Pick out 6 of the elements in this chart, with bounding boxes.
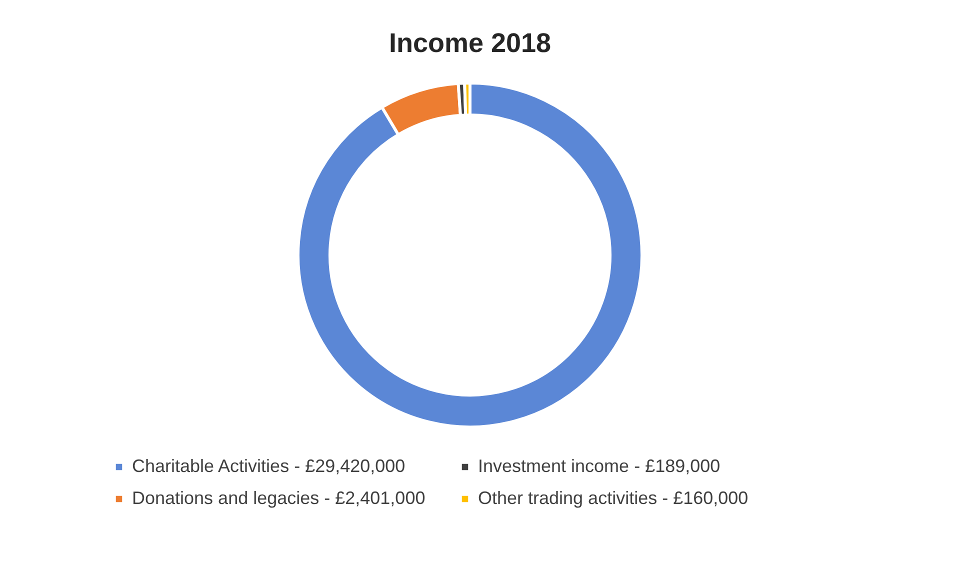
donut-slice xyxy=(296,82,644,428)
legend-label: Charitable Activities - £29,420,000 xyxy=(132,456,406,476)
chart-title: Income 2018 xyxy=(388,28,552,58)
legend-label: Other trading activities - £160,000 xyxy=(478,488,748,508)
legend-label: Donations and legacies - £2,401,000 xyxy=(132,488,426,508)
legend-label: Investment income - £189,000 xyxy=(478,456,720,476)
